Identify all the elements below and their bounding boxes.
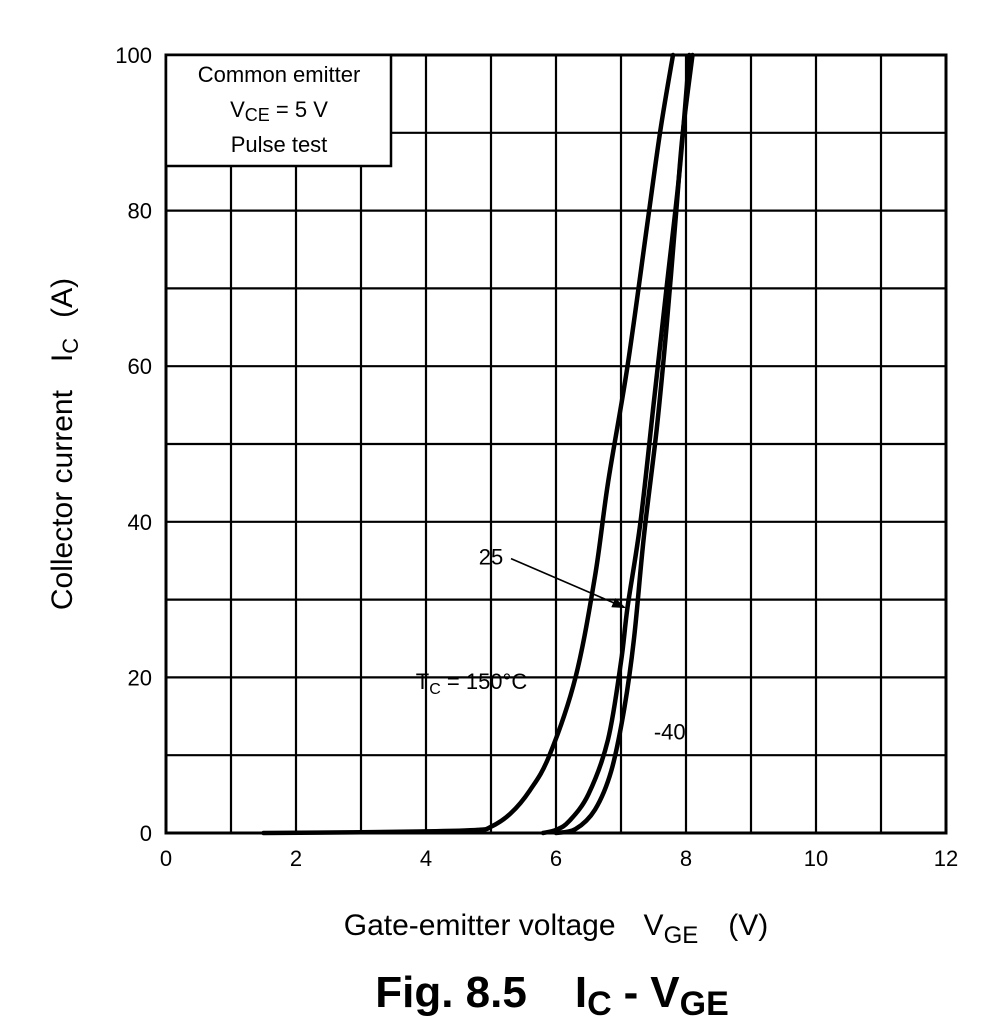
series-layer [261,52,695,836]
conditions-vce-value: = 5 V [270,97,328,122]
x-axis-title: Gate-emitter voltage VGE (V) [344,909,769,949]
y-tick-label: 0 [140,821,152,846]
tick-labels: 0 2 4 6 8 10 12 0 20 40 60 80 100 [115,43,958,871]
x-tick-label: 2 [290,846,302,871]
y-tick-label: 40 [128,510,152,535]
conditions-box: Common emitter VCE = 5 V Pulse test [164,53,393,168]
grid [166,55,946,833]
x-tick-label: 12 [934,846,958,871]
figure-caption-dash: - [624,968,639,1017]
annotation-minus40: -40 [654,720,686,745]
annotation-tc-value: = 150°C [441,669,528,694]
conditions-line-3: Pulse test [231,132,328,157]
x-axis-title-symbol-sub: GE [664,922,699,949]
figure-caption-vge-sub: GE [680,985,729,1023]
conditions-box-frame [164,53,393,168]
x-axis-title-symbol: V [644,909,664,942]
x-tick-label: 8 [680,846,692,871]
y-axis-title-symbol: I [46,354,79,362]
x-axis-title-text: Gate-emitter voltage [344,909,616,942]
y-axis-title-unit: (A) [46,278,79,318]
conditions-line-2: VCE = 5 V [230,97,328,125]
x-tick-label: 4 [420,846,432,871]
y-axis-title-text: Collector current [46,389,79,610]
conditions-vce-symbol: V [230,97,245,122]
annotation-tc-symbol: T [416,669,429,694]
figure-caption-prefix: Fig. 8.5 [375,968,527,1017]
y-tick-label: 20 [128,665,152,690]
figure-caption-ic-sub: C [587,985,612,1023]
annotation-25-arrow [510,557,627,609]
y-axis-title: Collector current IC (A) [46,278,83,610]
series-line-150 [261,52,676,836]
figure-caption-vge: V [650,968,680,1017]
x-tick-label: 6 [550,846,562,871]
annotation-tc-150: TC = 150°C [416,669,528,698]
annotation-25: 25 [479,545,503,570]
x-tick-label: 10 [804,846,828,871]
x-tick-label: 0 [160,846,172,871]
y-tick-label: 100 [115,43,152,68]
x-axis-title-unit: (V) [728,909,768,942]
series-line-minus40 [553,52,695,836]
annotation-tc-sub: C [429,681,441,698]
y-axis-title-symbol-sub: C [58,338,83,354]
y-tick-label: 80 [128,199,152,224]
conditions-line-1: Common emitter [198,62,361,87]
figure-caption: Fig. 8.5 IC - VGE [375,968,729,1023]
conditions-vce-sub: CE [245,105,270,125]
annotations: TC = 150°C 25 -40 [416,545,686,745]
figure-caption-ic: I [575,968,587,1017]
y-tick-label: 60 [128,354,152,379]
